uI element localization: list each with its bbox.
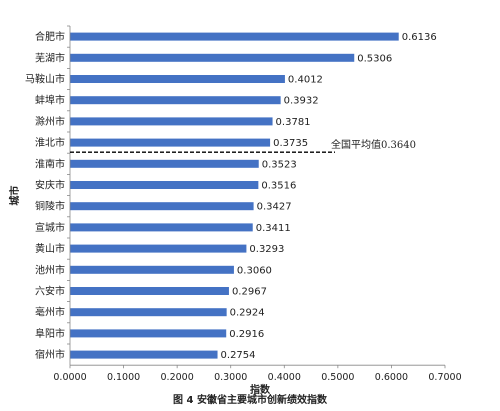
category-label: 淮南市 xyxy=(35,157,65,170)
x-axis-title: 指数 xyxy=(250,383,271,396)
bar xyxy=(70,117,273,126)
data-label: 0.5306 xyxy=(357,53,392,64)
data-label: 0.3516 xyxy=(261,181,296,192)
bar xyxy=(70,329,227,338)
x-tick-label: 0.5000 xyxy=(321,372,354,383)
bar xyxy=(70,223,253,232)
category-label: 芜湖市 xyxy=(35,51,65,64)
category-label: 黄山市 xyxy=(35,242,65,255)
bars-layer xyxy=(70,32,399,359)
data-label: 0.3411 xyxy=(256,223,291,234)
reference-line-label: 全国平均值0.3640 xyxy=(331,138,416,151)
bar xyxy=(70,159,259,168)
bar xyxy=(70,138,271,147)
bar xyxy=(70,53,355,62)
bar xyxy=(70,308,227,317)
bar xyxy=(70,96,281,105)
bar xyxy=(70,265,234,274)
data-label: 0.3781 xyxy=(276,117,311,128)
category-label: 安庆市 xyxy=(35,179,65,192)
data-label: 0.3293 xyxy=(249,244,284,255)
category-label: 合肥市 xyxy=(35,30,65,43)
category-label: 蚌埠市 xyxy=(35,94,65,107)
bar xyxy=(70,287,229,295)
data-label: 0.3735 xyxy=(273,138,308,149)
category-label: 宣城市 xyxy=(35,221,65,234)
bar xyxy=(70,202,254,211)
data-label: 0.6136 xyxy=(402,32,437,43)
bar xyxy=(70,75,285,83)
category-label: 宿州市 xyxy=(35,348,65,361)
category-label: 池州市 xyxy=(35,263,65,276)
data-label: 0.3427 xyxy=(257,202,292,213)
data-label: 0.2754 xyxy=(221,350,256,361)
category-label: 淮北市 xyxy=(35,136,65,149)
data-label: 0.2916 xyxy=(229,329,264,340)
x-tick-label: 0.4000 xyxy=(268,372,301,383)
x-tick-label: 0.6000 xyxy=(375,372,408,383)
bar xyxy=(70,181,259,189)
labels-layer: 合肥市 0.6136 芜湖市 0.5306 马鞍山市 0.4012 蚌埠市 0.3932 滁州市… xyxy=(25,30,437,361)
data-label: 0.3932 xyxy=(284,96,319,107)
x-tick-label: 0.0000 xyxy=(53,372,86,383)
y-axis-title: 城市 xyxy=(8,186,21,206)
data-label: 0.3523 xyxy=(262,159,297,170)
category-label: 阜阳市 xyxy=(35,327,65,340)
data-label: 0.2967 xyxy=(232,287,267,298)
bar xyxy=(70,244,247,253)
x-tick-label: 0.2000 xyxy=(161,372,194,383)
x-tick-label: 0.1000 xyxy=(107,372,140,383)
category-label: 滁州市 xyxy=(35,115,65,128)
bar xyxy=(70,32,399,41)
category-label: 六安市 xyxy=(35,285,65,298)
category-label: 马鞍山市 xyxy=(25,73,65,86)
category-label: 铜陵市 xyxy=(35,200,65,213)
data-label: 0.3060 xyxy=(237,265,272,276)
data-label: 0.4012 xyxy=(288,75,323,86)
data-label: 0.2924 xyxy=(230,308,265,319)
x-tick-label: 0.7000 xyxy=(428,372,461,383)
axis-layer: 0.0000 0.1000 0.2000 0.3000 0.4000 0.5000 0.60… xyxy=(53,25,462,383)
figure-caption: 图 4 安徽省主要城市创新绩效指数 xyxy=(173,395,327,406)
category-label: 亳州市 xyxy=(35,306,65,319)
x-tick-label: 0.3000 xyxy=(214,372,247,383)
reference-line-layer: 全国平均值0.3640 xyxy=(70,138,416,153)
bar xyxy=(70,350,218,359)
